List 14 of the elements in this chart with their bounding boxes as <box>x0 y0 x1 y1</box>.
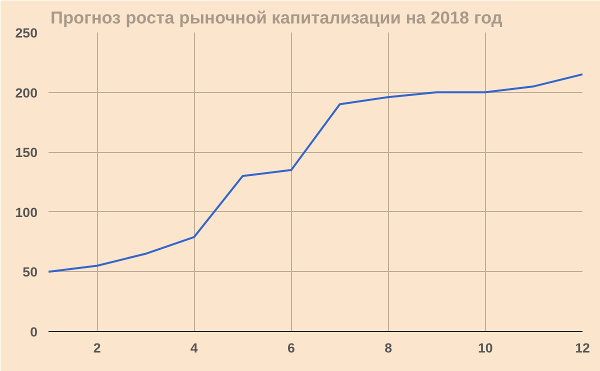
x-tick-label: 4 <box>190 340 198 356</box>
x-tick-label: 6 <box>288 340 295 356</box>
chart-title: Прогноз роста рыночной капитализации на 2018 год <box>50 8 502 28</box>
y-tick-label: 0 <box>30 324 38 340</box>
y-tick-label: 200 <box>15 85 38 100</box>
line-series <box>48 73 582 273</box>
y-tick-label: 150 <box>15 145 38 160</box>
y-tick-label: 250 <box>15 26 38 40</box>
x-tick-label: 8 <box>384 340 392 356</box>
x-tick-label: 12 <box>575 340 590 356</box>
y-tick-label: 100 <box>15 204 38 220</box>
y-tick-label: 50 <box>22 264 38 280</box>
x-tick-label: 10 <box>478 340 493 356</box>
x-tick-label: 2 <box>93 340 101 356</box>
